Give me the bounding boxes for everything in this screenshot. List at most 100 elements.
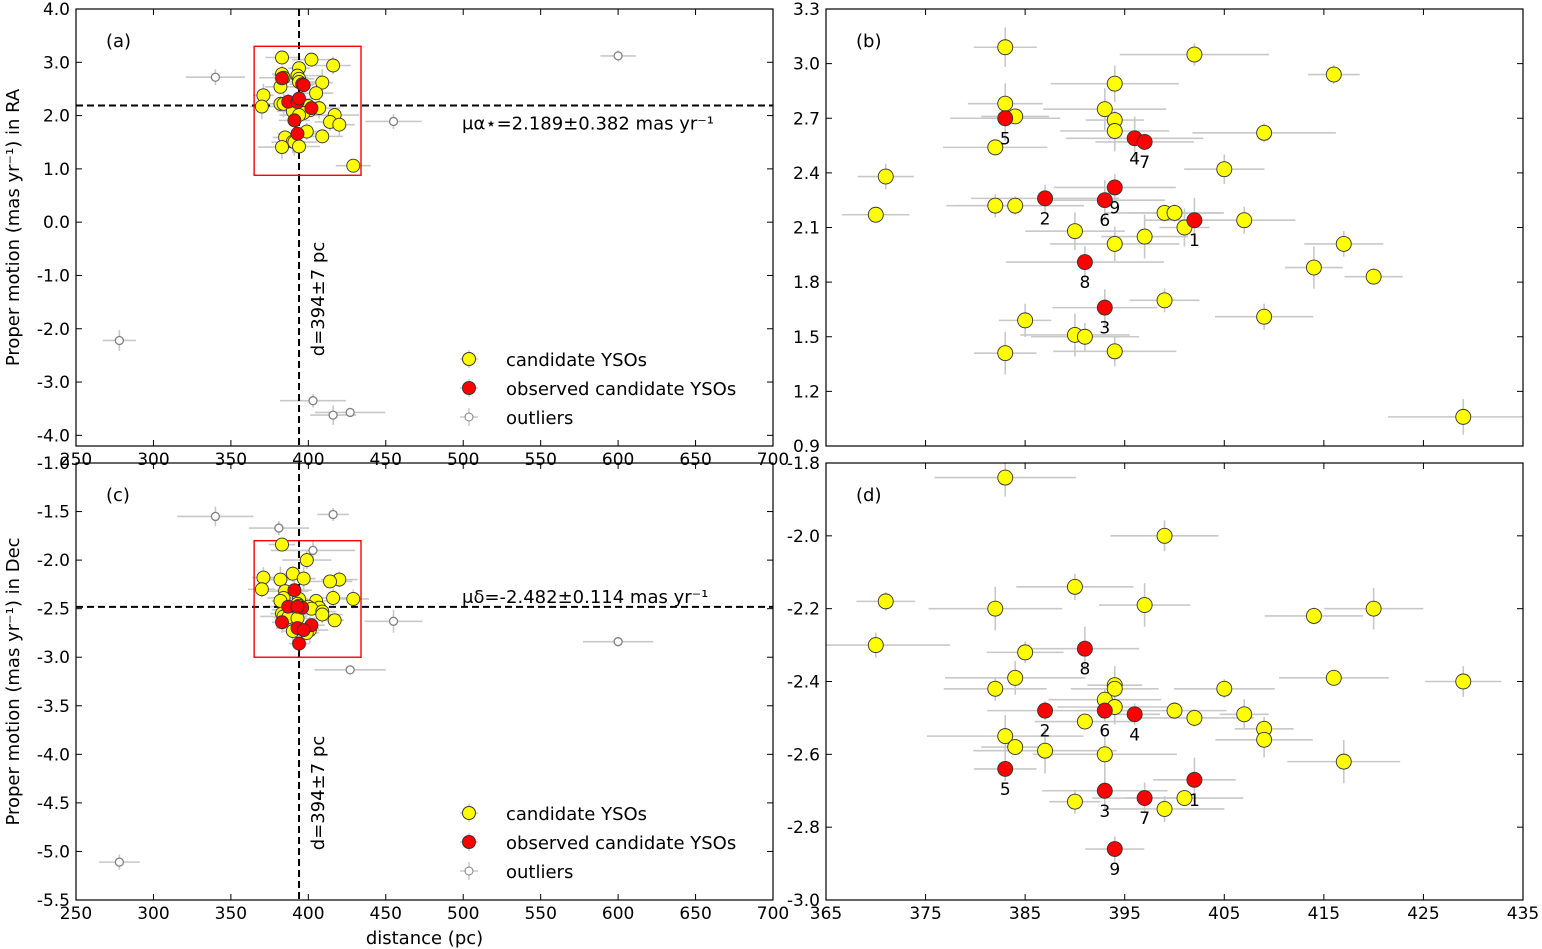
candidate-yso-point xyxy=(323,574,337,589)
y-tick-label: -3.0 xyxy=(787,891,820,911)
candidate-yso-point xyxy=(877,168,894,185)
y-tick-label: 2.0 xyxy=(43,107,70,127)
observed-yso-point xyxy=(1096,299,1113,316)
candidate-yso-point xyxy=(987,680,1004,697)
panel-label: (a) xyxy=(106,31,131,52)
plot-area xyxy=(76,463,773,900)
observed-yso-label: 7 xyxy=(1139,153,1150,173)
y-tick-label: -4.0 xyxy=(37,745,70,765)
candidate-yso-point xyxy=(256,570,271,585)
candidate-yso-point xyxy=(867,637,884,654)
axes-frame xyxy=(75,462,774,901)
observed-yso-point xyxy=(292,91,306,106)
candidate-yso-point xyxy=(1256,124,1273,141)
candidate-yso-point xyxy=(1325,669,1342,686)
outlier-point xyxy=(328,509,338,520)
x-tick-label: 350 xyxy=(215,450,247,470)
observed-yso-label: 6 xyxy=(1099,722,1110,742)
candidate-yso-point xyxy=(275,140,289,154)
y-tick-label: -3.0 xyxy=(37,373,70,393)
candidate-yso-point xyxy=(1256,308,1273,325)
x-tick-label: 365 xyxy=(810,904,842,924)
candidate-yso-point xyxy=(1365,268,1382,285)
candidate-yso-point xyxy=(1017,312,1034,329)
candidate-yso-point xyxy=(254,99,269,114)
panel-label: (b) xyxy=(856,31,881,52)
observed-yso-point xyxy=(1136,790,1153,806)
observed-yso-label: 2 xyxy=(1040,209,1051,229)
candidate-yso-point xyxy=(1106,123,1123,139)
y-tick-label: 0.9 xyxy=(793,437,820,457)
panel-label: (c) xyxy=(106,485,130,506)
candidate-yso-point xyxy=(1156,292,1173,309)
legend-outlier-marker xyxy=(464,866,474,876)
observed-yso-point xyxy=(1186,771,1203,788)
observed-yso-point xyxy=(1106,841,1123,857)
y-tick-label: 1.8 xyxy=(793,273,820,293)
y-tick-label: -3.0 xyxy=(37,648,70,668)
axes-frame xyxy=(75,8,774,447)
observed-yso-point xyxy=(296,78,311,93)
x-tick-label: 435 xyxy=(1507,904,1539,924)
observed-yso-label: 5 xyxy=(1000,780,1011,800)
outlier-point xyxy=(308,545,318,556)
x-tick-label: 425 xyxy=(1407,904,1439,924)
legend-outlier-marker xyxy=(464,412,474,422)
observed-yso-point xyxy=(1076,640,1093,657)
candidate-yso-point xyxy=(1066,793,1083,810)
candidate-yso-point xyxy=(1455,408,1472,425)
candidate-yso-point xyxy=(315,75,330,90)
x-tick-label: 650 xyxy=(679,904,711,924)
candidate-yso-point xyxy=(1335,753,1352,770)
y-tick-label: -1.8 xyxy=(787,454,820,474)
y-tick-label: 0.0 xyxy=(43,213,70,233)
observed-yso-point xyxy=(1076,254,1093,271)
x-tick-label: 700 xyxy=(757,450,789,470)
observed-yso-point xyxy=(290,599,305,614)
y-tick-label: 1.2 xyxy=(793,382,820,402)
candidate-yso-point xyxy=(309,86,324,101)
candidate-yso-point xyxy=(1007,197,1024,214)
candidate-yso-point xyxy=(1106,343,1123,360)
x-tick-label: 500 xyxy=(447,450,479,470)
y-tick-label: 1.5 xyxy=(793,328,820,348)
outlier-point xyxy=(308,396,318,406)
x-tick-label: 415 xyxy=(1308,904,1340,924)
observed-yso-label: 7 xyxy=(1139,809,1150,829)
x-tick-label: 350 xyxy=(215,904,247,924)
candidate-yso-point xyxy=(346,158,361,173)
candidate-yso-point xyxy=(1455,673,1472,690)
panel-label: (d) xyxy=(856,485,881,506)
observed-yso-point xyxy=(1096,702,1113,719)
x-tick-label: 450 xyxy=(370,450,402,470)
outlier-point xyxy=(345,665,355,675)
candidate-yso-point xyxy=(1076,713,1093,730)
candidate-yso-point xyxy=(1176,790,1193,806)
outlier-point xyxy=(114,857,125,867)
mean-distance-annotation: d=394±7 pc xyxy=(308,736,329,850)
candidate-yso-point xyxy=(1236,706,1253,723)
observed-yso-point xyxy=(290,126,305,141)
candidate-yso-point xyxy=(997,39,1014,56)
candidate-yso-point xyxy=(1017,644,1034,661)
candidate-yso-point xyxy=(867,206,884,223)
axes-frame xyxy=(825,462,1524,901)
y-tick-label: -5.5 xyxy=(37,891,70,911)
panel-d: 1 2 3 4 5 6 7 8 9 -1.8 -2.0 -2.2 -2.4 -2.6 -2.8 -3.0365… xyxy=(787,454,1539,924)
outlier-point xyxy=(345,407,355,418)
candidate-yso-point xyxy=(987,197,1004,214)
mean-pm-annotation: μα⋆=2.189±0.382 mas yr⁻¹ xyxy=(462,114,714,135)
outlier-point xyxy=(613,51,623,61)
observed-yso-point xyxy=(275,71,289,86)
candidate-yso-point xyxy=(1106,680,1123,697)
y-tick-label: 2.4 xyxy=(793,164,820,184)
plot-area xyxy=(76,9,773,446)
candidate-yso-point xyxy=(997,345,1014,362)
legend-observed-marker xyxy=(462,835,476,849)
observed-yso-label: 5 xyxy=(1000,129,1011,149)
candidate-yso-point xyxy=(1106,235,1123,252)
y-tick-label: -5.0 xyxy=(37,842,70,862)
candidate-yso-point xyxy=(987,600,1004,617)
plot-area: 1 2 3 4 5 6 7 8 9 xyxy=(842,27,1523,435)
candidate-yso-point xyxy=(1325,66,1342,83)
